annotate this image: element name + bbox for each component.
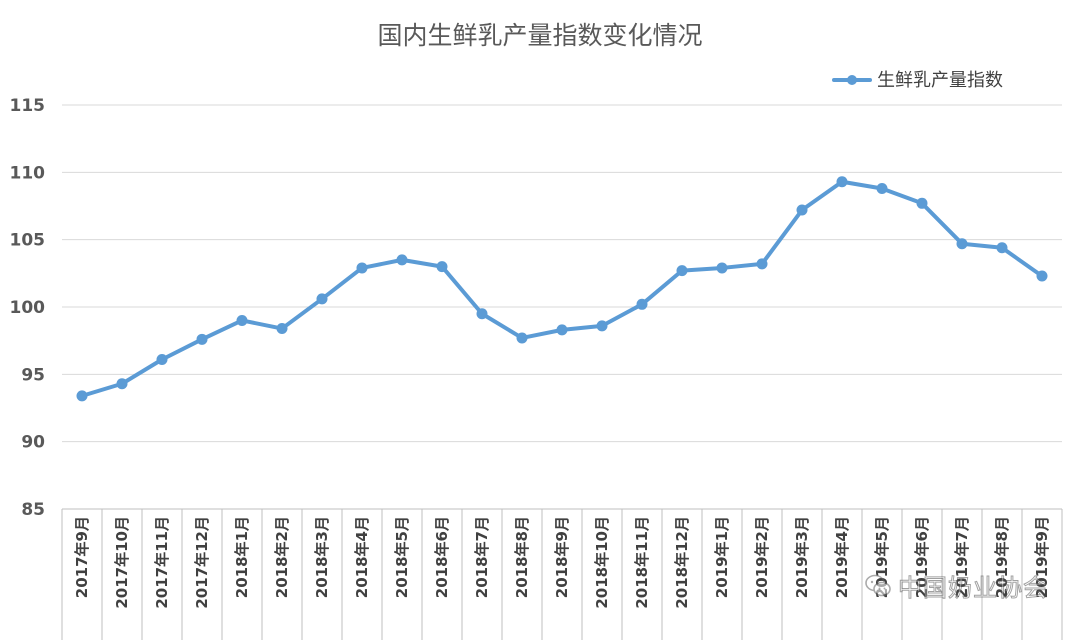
data-point <box>996 242 1008 254</box>
data-point <box>436 261 448 273</box>
x-tick-label: 2019年4月 <box>833 516 851 598</box>
x-tick-label: 2018年10月 <box>593 516 611 609</box>
x-tick-label: 2017年11月 <box>153 516 171 609</box>
data-point <box>76 390 88 402</box>
x-tick-label: 2019年3月 <box>793 516 811 598</box>
x-tick-label: 2017年9月 <box>73 516 91 598</box>
data-point <box>756 258 768 270</box>
y-tick-label: 110 <box>10 163 46 183</box>
data-point <box>316 293 328 305</box>
x-tick-label: 2017年10月 <box>113 516 131 609</box>
x-tick-label: 2019年2月 <box>753 516 771 598</box>
data-point <box>356 262 368 274</box>
data-point <box>116 378 128 390</box>
y-tick-label: 90 <box>21 433 45 453</box>
data-point <box>156 354 168 366</box>
x-tick-label: 2018年1月 <box>233 516 251 598</box>
x-tick-label: 2018年5月 <box>393 516 411 598</box>
chart-title: 国内生鲜乳产量指数变化情况 <box>377 21 702 50</box>
x-tick-label: 2018年3月 <box>313 516 331 598</box>
data-point <box>956 238 968 250</box>
data-point <box>596 320 608 332</box>
x-tick-label: 2019年8月 <box>993 516 1011 598</box>
data-point <box>876 182 888 194</box>
x-tick-label: 2019年9月 <box>1033 516 1051 598</box>
x-tick-label: 2018年9月 <box>553 516 571 598</box>
data-point <box>716 262 728 274</box>
wechat-icon <box>865 574 891 596</box>
data-point <box>916 197 928 209</box>
y-axis-ticks: 85 90 95 100 105 110 115 <box>10 96 46 520</box>
x-tick-label: 2018年7月 <box>473 516 491 598</box>
grid-lines <box>62 104 1062 443</box>
y-tick-label: 95 <box>21 365 45 385</box>
x-tick-label: 2019年5月 <box>873 516 891 598</box>
x-tick-label: 2019年7月 <box>953 516 971 598</box>
legend: 生鲜乳产量指数 <box>832 70 1003 91</box>
data-point <box>476 308 488 320</box>
data-point <box>676 265 688 277</box>
data-point <box>396 254 408 266</box>
x-tick-label: 2019年6月 <box>913 516 931 598</box>
data-point <box>556 324 568 336</box>
data-point <box>196 333 208 345</box>
watermark-text: 中国奶业协会 <box>898 574 1048 603</box>
y-tick-label: 105 <box>10 231 46 251</box>
data-point <box>236 314 248 326</box>
x-tick-label: 2019年1月 <box>713 516 731 598</box>
data-point <box>796 204 808 216</box>
x-tick-label: 2018年8月 <box>513 516 531 598</box>
watermark: 中国奶业协会 <box>864 568 1048 603</box>
x-tick-label: 2018年2月 <box>273 516 291 598</box>
x-tick-label: 2017年12月 <box>193 516 211 609</box>
data-point <box>516 332 528 344</box>
series-line <box>80 179 1044 398</box>
x-tick-label: 2018年12月 <box>673 516 691 609</box>
data-point <box>836 176 848 188</box>
legend-label: 生鲜乳产量指数 <box>877 70 1003 91</box>
data-point <box>636 298 648 310</box>
y-tick-label: 100 <box>10 298 46 318</box>
x-tick-label: 2018年4月 <box>353 516 371 598</box>
legend-marker-icon <box>847 75 857 85</box>
series-layer <box>76 176 1048 402</box>
x-axis: 2017年9月 2017年10月 2017年11月 2017年12月 2018年1月 20… <box>61 508 1063 640</box>
data-point <box>1036 270 1048 282</box>
data-point <box>276 323 288 335</box>
x-tick-label: 2018年11月 <box>633 516 651 609</box>
y-tick-label: 85 <box>21 500 45 520</box>
y-tick-label: 115 <box>10 96 46 116</box>
x-tick-label: 2018年6月 <box>433 516 451 598</box>
